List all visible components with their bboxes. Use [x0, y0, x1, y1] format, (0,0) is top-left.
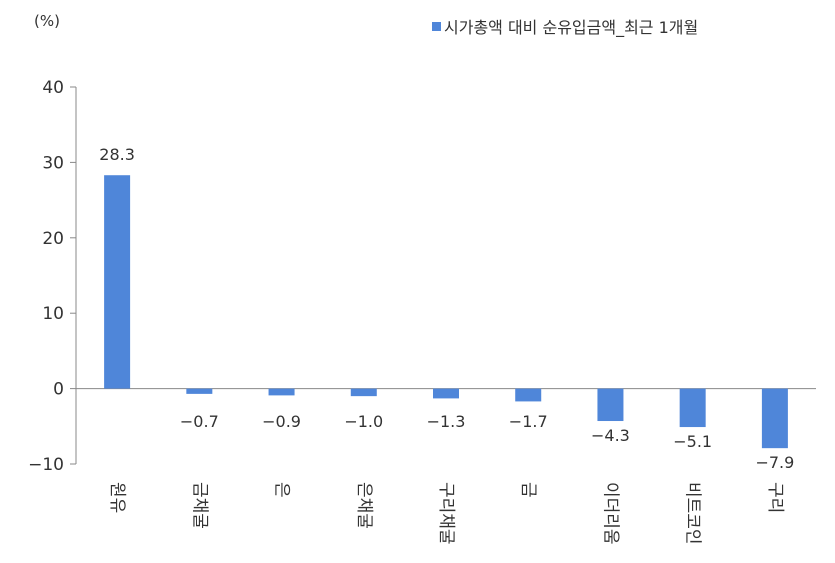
- x-category-label: 은: [272, 482, 292, 498]
- data-label: −1.3: [427, 412, 466, 431]
- legend-label: 시가총액 대비 순유입금액_최근 1개월: [444, 18, 699, 37]
- data-label: −0.9: [262, 412, 301, 431]
- bar: [186, 388, 213, 394]
- y-tick-label: −10: [28, 455, 64, 475]
- x-category-label: 은채굴: [354, 482, 374, 529]
- y-tick-label: 10: [42, 304, 64, 324]
- data-label: −4.3: [591, 426, 630, 445]
- chart-legend: 시가총액 대비 순유입금액_최근 1개월: [432, 14, 698, 38]
- data-label: −1.0: [344, 412, 383, 431]
- bar: [515, 388, 542, 402]
- bar: [597, 388, 624, 422]
- y-axis-unit-label: (%): [34, 12, 60, 30]
- x-category-label: 원유: [107, 482, 127, 513]
- y-tick-label: 20: [42, 229, 64, 249]
- data-label: −0.7: [180, 412, 219, 431]
- x-category-label: 금: [518, 482, 538, 498]
- x-category-label: 금채굴: [189, 482, 209, 529]
- y-tick-label: 30: [42, 153, 64, 173]
- data-label: 28.3: [99, 145, 135, 164]
- data-label: −5.1: [673, 432, 712, 451]
- bar: [433, 388, 459, 399]
- data-label: −1.7: [509, 412, 548, 431]
- legend-swatch-icon: [432, 21, 441, 31]
- x-category-label: 비트코인: [683, 482, 703, 545]
- y-tick-label: 0: [53, 380, 64, 400]
- x-category-label: 구리채굴: [436, 482, 456, 545]
- data-label: −7.9: [755, 453, 794, 472]
- y-tick-label: 40: [42, 78, 64, 98]
- bar: [679, 388, 706, 428]
- x-category-label: 이더리움: [600, 482, 620, 545]
- bar: [104, 175, 131, 389]
- bar: [761, 388, 788, 449]
- bar: [350, 388, 377, 397]
- bar: [268, 388, 295, 396]
- x-category-label: 구리: [765, 482, 785, 513]
